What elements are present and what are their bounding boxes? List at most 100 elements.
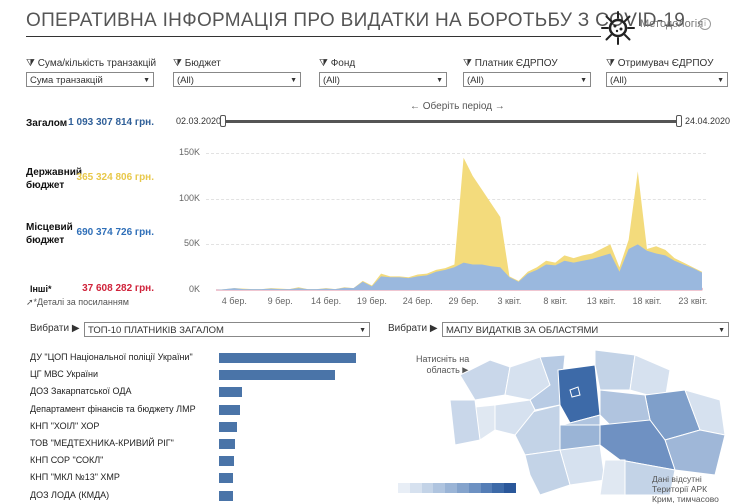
other-value: 37 608 282 грн. — [82, 283, 154, 294]
legend-swatch — [480, 483, 493, 493]
x-tick-label: 24 бер. — [402, 296, 433, 306]
map-region-lviv[interactable] — [450, 399, 481, 446]
state-budget-label: Державний бюджет — [26, 167, 83, 191]
x-tick-label: 9 бер. — [267, 296, 293, 306]
map-note: Дані відсутні Території АРК Крим, тимчасов… — [652, 474, 719, 504]
chevron-down-icon: ▼ — [290, 77, 297, 84]
map-region-volyn[interactable] — [459, 359, 511, 401]
payer-bar[interactable] — [219, 353, 356, 363]
page-title: ОПЕРАТИВНА ІНФОРМАЦІЯ ПРО ВИДАТКИ НА БОР… — [26, 10, 686, 31]
state-budget-value: 365 324 806 грн. — [76, 172, 154, 183]
payer-bar[interactable] — [219, 421, 237, 432]
title-underline — [26, 36, 601, 37]
filter-select-3[interactable]: (All) ▼ — [463, 72, 591, 87]
payer-label[interactable]: Департамент фінансів та бюджету ЛМР — [30, 403, 196, 414]
payer-label[interactable]: ЦГ МВС України — [30, 369, 98, 380]
payer-bar[interactable] — [219, 456, 235, 467]
x-tick-label: 14 бер. — [310, 296, 342, 306]
chevron-down-icon: ▼ — [143, 77, 150, 84]
payer-label[interactable]: КНП "ХОІЛ" ХОР — [30, 420, 100, 431]
filter-label-3: ⧩ Платник ЄДРПОУ — [463, 58, 558, 69]
map-hint: Натисніть на область ▶ — [416, 354, 470, 375]
area-series-2[interactable] — [216, 244, 702, 290]
x-tick-label: 19 бер. — [356, 296, 387, 306]
period-label: ← Оберіть період → — [410, 101, 505, 112]
period-start: 02.03.2020 — [176, 116, 222, 126]
payer-bar[interactable] — [219, 439, 236, 449]
local-budget-value: 690 374 726 грн. — [76, 227, 154, 238]
period-slider-track[interactable] — [224, 120, 678, 123]
chevron-down-icon: ▼ — [717, 77, 724, 84]
filter-select-4[interactable]: (All) ▼ — [606, 72, 728, 87]
payer-label[interactable]: ТОВ "МЕДТЕХНИКА-КРИВИЙ РІГ" — [30, 438, 174, 448]
map-region-cherkasy[interactable] — [559, 414, 601, 426]
chevron-down-icon: ▼ — [580, 77, 587, 84]
filter-funnel-icon: ⧩ — [173, 58, 185, 69]
filter-label-2: ⧩ Фонд — [319, 58, 356, 69]
map-region-odesa[interactable] — [524, 449, 571, 496]
payer-label[interactable]: ДОЗ Закарпатської ОДА — [30, 386, 132, 397]
period-end: 24.04.2020 — [685, 116, 731, 126]
chevron-down-icon: ▼ — [436, 77, 443, 84]
map-region-chernihiv[interactable] — [594, 349, 636, 391]
x-tick-label: 23 квіт. — [678, 296, 708, 306]
payer-bar[interactable] — [219, 387, 243, 398]
payer-bar[interactable] — [219, 490, 233, 501]
payer-bar[interactable] — [219, 404, 240, 415]
filter-select-1[interactable]: (All) ▼ — [173, 72, 301, 87]
methodology-link[interactable]: Методологія — [640, 18, 704, 30]
info-icon[interactable]: i — [699, 18, 711, 30]
filter-funnel-icon: ⧩ — [26, 58, 38, 69]
filter-funnel-icon: ⧩ — [606, 58, 618, 69]
payer-bar[interactable] — [219, 370, 336, 381]
kyiv-city-outline — [569, 386, 581, 398]
arrow-icon: ➚ — [26, 297, 34, 307]
top-payers-select[interactable]: ТОП-10 ПЛАТНИКІВ ЗАГАЛОМ ▼ — [84, 322, 370, 337]
grid-line — [206, 198, 706, 200]
grid-line — [206, 244, 706, 246]
x-tick-label: 8 квіт. — [543, 296, 568, 306]
x-tick-label: 4 бер. — [221, 296, 247, 306]
filter-label-4: ⧩ Отримувач ЄДРПОУ — [606, 58, 714, 69]
left-select-label: Вибрати ▶ — [30, 323, 80, 334]
map-region-kherson[interactable] — [599, 459, 626, 496]
legend-swatch — [468, 483, 481, 493]
map-region-kyiv[interactable] — [557, 364, 601, 424]
right-select-label: Вибрати ▶ — [388, 323, 438, 334]
legend-swatch — [421, 483, 434, 493]
legend-swatch — [409, 483, 422, 493]
filter-funnel-icon: ⧩ — [319, 58, 331, 69]
x-tick-label: 29 бер. — [448, 296, 479, 306]
legend-swatch — [433, 483, 446, 493]
total-label: Загалом — [26, 118, 68, 129]
grid-line — [206, 153, 706, 155]
total-value: 1 093 307 814 грн. — [68, 117, 154, 128]
filter-select-0[interactable]: Сума транзакцій ▼ — [26, 72, 154, 87]
filter-label-0: ⧩ Сума/кількість транзакцій — [26, 58, 157, 69]
spending-area-chart[interactable] — [206, 140, 706, 300]
payer-label[interactable]: КНП "МКЛ №13" ХМР — [30, 472, 120, 483]
legend-swatch — [504, 483, 516, 493]
legend-swatch — [398, 483, 410, 493]
virus-icon — [601, 11, 635, 45]
ukraine-regions-map[interactable] — [450, 345, 730, 497]
x-tick-label: 18 квіт. — [632, 296, 662, 306]
area-series-0[interactable] — [216, 157, 702, 290]
legend-swatch — [492, 483, 505, 493]
details-note[interactable]: ➚*Деталі за посиланням — [26, 297, 129, 307]
y-tick-label: 0K — [188, 284, 200, 294]
map-view-select[interactable]: МАПУ ВИДАТКІВ ЗА ОБЛАСТЯМИ ▼ — [442, 322, 729, 337]
x-tick-label: 13 квіт. — [586, 296, 616, 306]
legend-swatch — [445, 483, 457, 493]
filter-select-2[interactable]: (All) ▼ — [319, 72, 447, 87]
local-budget-label: Місцевий бюджет — [26, 222, 73, 246]
y-tick-label: 100K — [178, 192, 200, 203]
payer-label[interactable]: ДОЗ ЛОДА (КМДА) — [30, 489, 110, 500]
payer-label[interactable]: ДУ "ЦОП Національної поліції України" — [30, 352, 193, 362]
payer-bar[interactable] — [219, 473, 233, 484]
payer-label[interactable]: КНП СОР "СОКЛ" — [30, 455, 104, 466]
y-tick-label: 150K — [178, 147, 200, 158]
legend-swatch — [456, 483, 469, 493]
period-slider-start-handle[interactable] — [220, 115, 226, 127]
period-slider-end-handle[interactable] — [676, 115, 682, 127]
